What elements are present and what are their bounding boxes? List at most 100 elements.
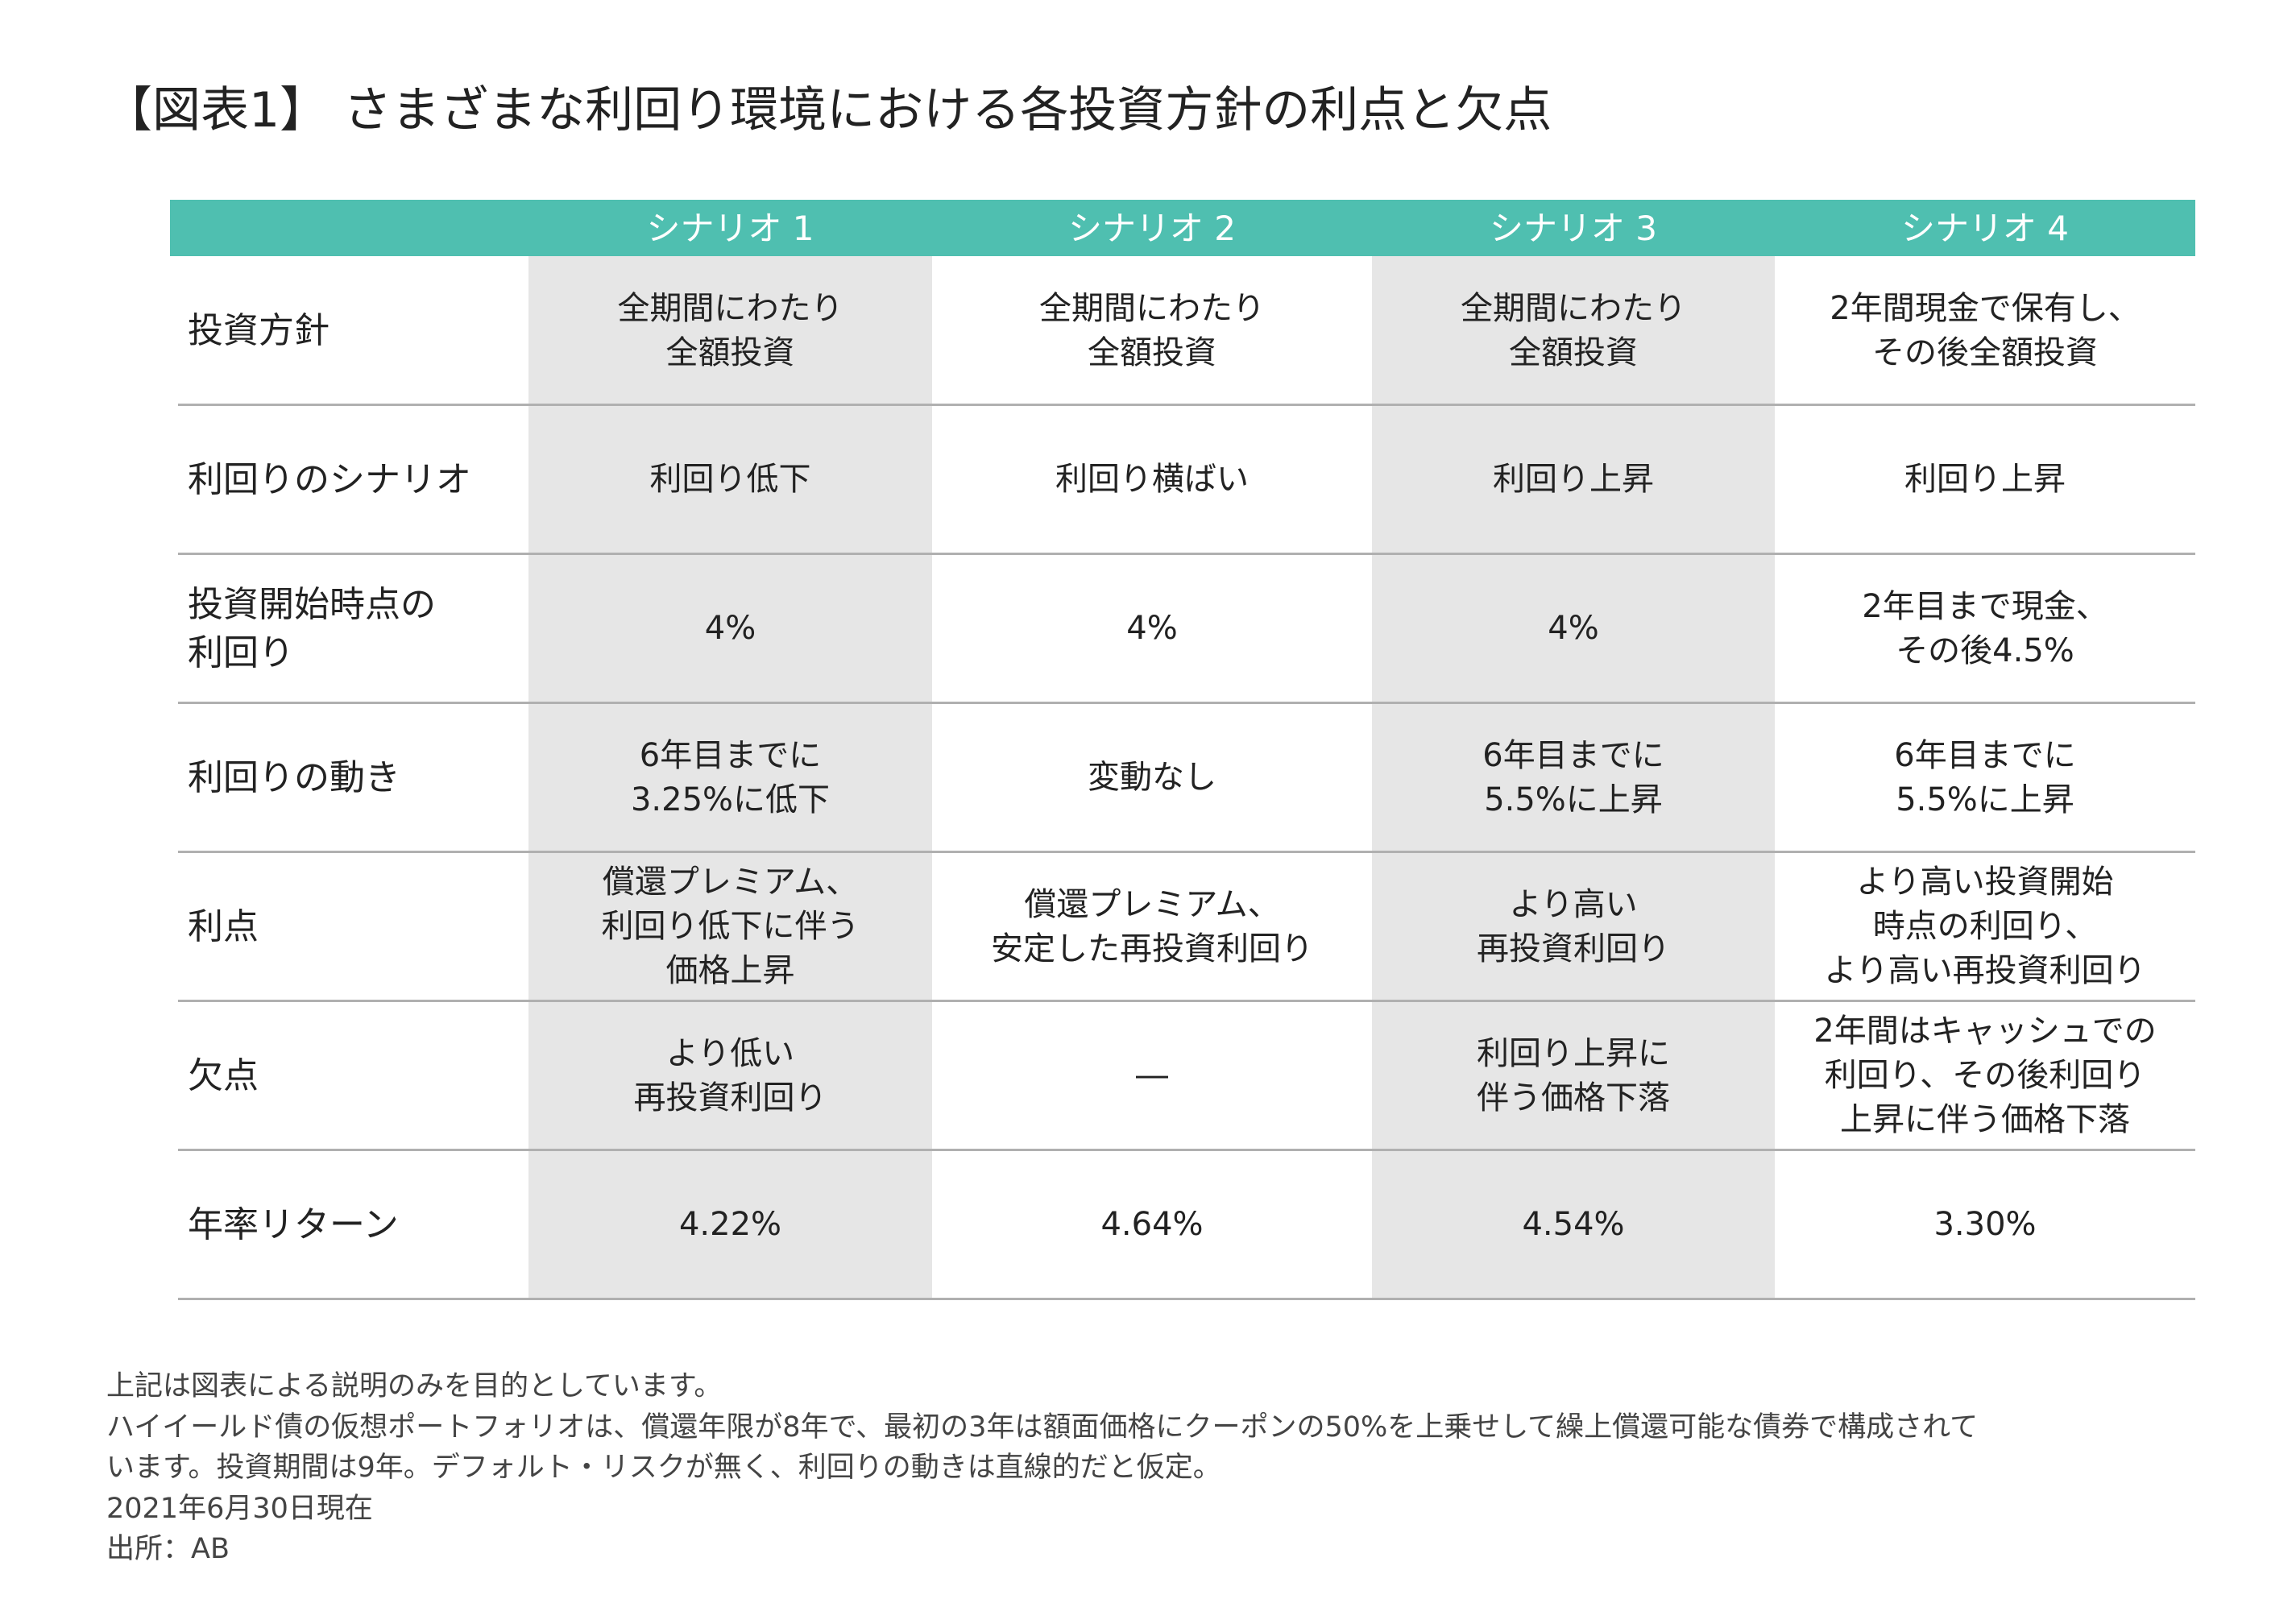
row-separator xyxy=(178,1149,2195,1151)
cell-line: 2年間はキャッシュでの xyxy=(1813,1013,2157,1050)
table-cell: 2年間はキャッシュでの 利回り、その後利回り 上昇に伴う価格下落 xyxy=(1775,1001,2195,1150)
cell-line: 全期間にわたり xyxy=(1461,289,1686,327)
table-cell: 3.30% xyxy=(1775,1150,2195,1299)
row-label: 年率リターン xyxy=(170,1150,528,1299)
table-cell: 全期間にわたり 全額投資 xyxy=(528,256,932,405)
table-cell: 全期間にわたり 全額投資 xyxy=(932,256,1372,405)
row-separator xyxy=(178,1298,2195,1300)
footnote: 出所：AB xyxy=(106,1533,230,1565)
cell-line: 全額投資 xyxy=(1509,333,1638,371)
table-cell: 2年間現金で保有し、 その後全額投資 xyxy=(1775,256,2195,405)
cell-line: 全期間にわたり xyxy=(617,289,843,327)
cell-line: 安定した再投資利回り xyxy=(991,930,1313,967)
header-bar xyxy=(170,200,2195,256)
cell-line: 5.5%に上昇 xyxy=(1484,781,1663,818)
cell-line: 変動なし xyxy=(1088,759,1216,796)
table-cell: 6年目までに 5.5%に上昇 xyxy=(1372,703,1775,852)
cell-line: 利回り横ばい xyxy=(1055,461,1249,498)
cell-line: 3.30% xyxy=(1933,1206,2037,1243)
cell-line: 2年目まで現金、 xyxy=(1862,587,2108,625)
header-cell: シナリオ 1 xyxy=(646,208,814,248)
table-cell: 償還プレミアム、 安定した再投資利回り xyxy=(932,852,1372,1001)
table-cell: 変動なし xyxy=(932,703,1372,852)
table-cell: 利回り横ばい xyxy=(932,405,1372,554)
row-label: 利回りの動き xyxy=(170,703,528,852)
cell-line: 価格上昇 xyxy=(665,952,795,989)
cell-line: 利回り上昇に xyxy=(1477,1034,1670,1072)
cell-line: 全期間にわたり xyxy=(1039,289,1265,327)
table-cell: 4% xyxy=(1372,554,1775,703)
cell-line: 上昇に伴う価格下落 xyxy=(1840,1101,2130,1138)
row-separator xyxy=(178,851,2195,853)
cell-line: 再投資利回り xyxy=(633,1079,827,1116)
cell-line: 利点 xyxy=(188,905,259,947)
table-cell: 4.22% xyxy=(528,1150,932,1299)
cell-line: 6年目までに xyxy=(1894,736,2076,774)
table-cell: より高い投資開始 時点の利回り、より高い再投資利回り xyxy=(1775,852,2195,1001)
cell-line: 年率リターン xyxy=(188,1203,399,1245)
title: 【図表1】 さまざまな利回り環境における各投資方針の利点と欠点 xyxy=(104,82,1552,139)
table-cell: 6年目までに 5.5%に上昇 xyxy=(1775,703,2195,852)
table-cell: 利回り上昇に 伴う価格下落 xyxy=(1372,1001,1775,1150)
table-cell: 6年目までに 3.25%に低下 xyxy=(528,703,932,852)
cell-line: 6年目までに xyxy=(639,736,822,774)
row-separator xyxy=(178,553,2195,555)
table-cell: 利回り上昇 xyxy=(1775,405,2195,554)
cell-line: 6年目までに xyxy=(1482,736,1664,774)
table-cell: 償還プレミアム、 利回り低下に伴う 価格上昇 xyxy=(528,852,932,1001)
cell-line: 4.64% xyxy=(1100,1206,1204,1243)
cell-line: 利回りのシナリオ xyxy=(188,458,471,500)
cell-line: 4.22% xyxy=(678,1206,782,1243)
row-separator xyxy=(178,1000,2195,1002)
cell-line: 利回り上昇 xyxy=(1904,461,2066,498)
cell-line: 利回りの動き xyxy=(188,756,400,798)
cell-line: その後全額投資 xyxy=(1872,333,2098,371)
cell-line: 3.25%に低下 xyxy=(630,781,831,818)
cell-line: 4% xyxy=(704,610,756,647)
cell-line: 4.54% xyxy=(1522,1206,1625,1243)
cell-line: 再投資利回り xyxy=(1477,930,1670,967)
cell-line: 全額投資 xyxy=(665,333,795,371)
cell-line: より高い投資開始 xyxy=(1856,864,2114,901)
cell-line: より高い再投資利回り xyxy=(1824,952,2146,989)
table-cell: 利回り低下 xyxy=(528,405,932,554)
shaded-column xyxy=(528,256,932,1299)
table-cell: 4% xyxy=(528,554,932,703)
cell-line: 償還プレミアム、 xyxy=(602,864,859,901)
table-cell: 4% xyxy=(932,554,1372,703)
cell-line: より高い xyxy=(1509,885,1638,923)
row-label: 投資方針 xyxy=(170,256,528,405)
row-label: 欠点 xyxy=(170,1001,528,1150)
cell-line: 償還プレミアム、 xyxy=(1024,885,1280,923)
header-cell: シナリオ 2 xyxy=(1067,208,1237,248)
cell-line: その後4.5% xyxy=(1896,632,2074,669)
row-label: 投資開始時点の 利回り xyxy=(170,554,528,703)
cell-line: 利回り上昇 xyxy=(1493,461,1654,498)
cell-line: 投資開始時点の xyxy=(188,583,436,625)
row-label: 利点 xyxy=(170,852,528,1001)
table-cell: より高い再投資利回り xyxy=(1372,852,1775,1001)
cell-line: 伴う価格下落 xyxy=(1477,1079,1670,1116)
cell-line: 投資方針 xyxy=(188,309,329,351)
header-cell: シナリオ 3 xyxy=(1489,208,1658,248)
cell-line: 欠点 xyxy=(188,1054,259,1096)
table-cell: 4.54% xyxy=(1372,1150,1775,1299)
table-cell: 2年目まで現金、 その後4.5% xyxy=(1775,554,2195,703)
row-separator xyxy=(178,404,2195,406)
footnote: 上記は図表による説明のみを目的としています。 xyxy=(106,1370,723,1402)
cell-line: 4% xyxy=(1126,610,1178,647)
cell-line: より低い xyxy=(665,1034,795,1072)
cell-line: 全額投資 xyxy=(1088,333,1216,371)
table-cell: 全期間にわたり 全額投資 xyxy=(1372,256,1775,405)
cell-line: 2年間現金で保有し、 xyxy=(1830,289,2141,327)
cell-line: 時点の利回り、 xyxy=(1872,908,2098,945)
footnote: 2021年6月30日現在 xyxy=(106,1492,373,1525)
cell-line: 利回り、その後利回り xyxy=(1824,1057,2146,1094)
header-cell: シナリオ 4 xyxy=(1900,208,2070,248)
table-cell: より低い再投資利回り xyxy=(528,1001,932,1150)
table-cell: 4.64% xyxy=(932,1150,1372,1299)
cell-line: 利回り xyxy=(188,632,294,673)
cell-line: ― xyxy=(1136,1057,1168,1094)
footnote: ハイイールド債の仮想ポートフォリオは、償還年限が8年で、最初の3年は額面価格にク… xyxy=(106,1411,1979,1444)
